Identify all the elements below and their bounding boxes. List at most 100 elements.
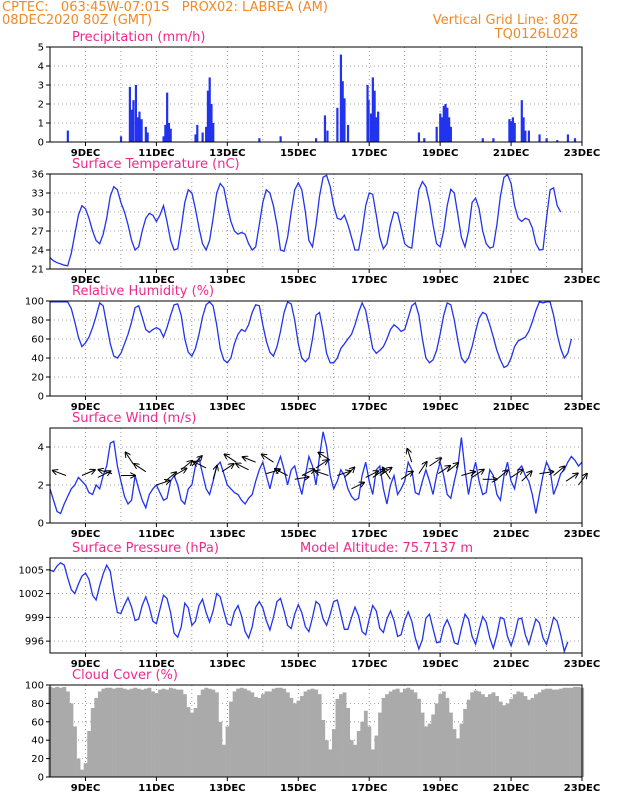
precip-bar <box>492 138 495 142</box>
cloud-cover-bar <box>296 700 301 777</box>
x-tick-label: 15DEC <box>280 148 316 159</box>
wind-panel: Surface Wind (m/s) 0 2 4 9DEC 11DEC 13DEC 15DE… <box>38 411 601 540</box>
cloud-cover-bar <box>115 687 120 777</box>
precip-bar <box>481 138 484 142</box>
y-tick-label: 0 <box>38 392 44 403</box>
wind-arrow <box>134 464 147 473</box>
x-tick-label: 15DEC <box>280 529 316 540</box>
series-line <box>49 173 562 267</box>
cloud-cover-bar <box>381 697 386 777</box>
cloud-cover-bar <box>112 688 116 777</box>
cloud-cover-bar <box>449 712 453 777</box>
cloud-cover-bar <box>576 686 581 777</box>
x-tick-label: 9DEC <box>71 402 100 413</box>
cloud-cover-bar <box>456 738 460 777</box>
cloud-cover-bar <box>179 689 184 777</box>
cloud-cover-bar <box>232 691 237 777</box>
x-tick-label: 15DEC <box>280 659 316 670</box>
x-tick-label: 23DEC <box>564 659 600 670</box>
cloud-cover-bar <box>445 697 450 777</box>
cloud-cover-bar <box>94 697 99 777</box>
cloud-cover-bar <box>388 691 393 777</box>
y-tick-label: 2 <box>38 481 44 492</box>
wind-arrow <box>337 471 350 476</box>
y-tick-label: 30 <box>31 208 44 219</box>
wind-arrow <box>212 466 217 480</box>
y-tick-label: 4 <box>38 443 44 454</box>
cloud-cover-bar <box>154 693 159 777</box>
temperature-title: Surface Temperature (nC) <box>72 157 240 172</box>
cloud-cover-bar <box>186 707 191 777</box>
wind-arrow <box>225 454 237 463</box>
precip-bar <box>164 124 167 142</box>
precip-bar <box>367 100 370 142</box>
precip-bar <box>524 130 527 142</box>
precip-bar <box>169 128 172 142</box>
x-tick-label: 11DEC <box>138 529 174 540</box>
x-tick-label: 11DEC <box>138 783 174 794</box>
cloud-cover-bar <box>55 686 60 777</box>
y-tick-label: 60 <box>31 335 44 346</box>
header-run-time: 08DEC2020 80Z (GMT) <box>2 13 153 28</box>
cloud-cover-bar <box>289 697 294 777</box>
precip-bar <box>522 117 525 142</box>
x-tick-label: 13DEC <box>209 783 245 794</box>
wind-arrow <box>553 467 565 476</box>
cloud-cover-bar <box>573 686 577 777</box>
cloud-cover-bar <box>136 688 141 777</box>
cloud-cover-bar <box>65 691 70 777</box>
cloud-cover-bar <box>310 688 315 777</box>
y-tick-label: 1002 <box>19 589 44 600</box>
precip-bar <box>341 81 344 142</box>
cloud-cover-bar <box>473 690 478 777</box>
x-tick-label: 23DEC <box>564 148 600 159</box>
cloud-cover-bar <box>374 735 379 777</box>
cloud-cover-bar <box>165 689 170 777</box>
wind-arrow <box>407 449 413 463</box>
cloud-cover-bar <box>275 687 280 777</box>
precip-bar <box>119 136 123 142</box>
cloud-cover-bar <box>161 688 166 777</box>
precip-bar <box>258 138 261 142</box>
cloud-cover-bar <box>331 729 336 777</box>
y-tick-label: 80 <box>31 699 44 710</box>
y-tick-label: 2 <box>38 100 44 111</box>
cloud-cover-bar <box>516 691 521 777</box>
cloud-cover-bar <box>147 687 152 777</box>
cloud-cover-bar <box>452 729 457 777</box>
x-tick-label: 19DEC <box>422 783 458 794</box>
wind-arrow <box>173 469 186 476</box>
x-tick-label: 11DEC <box>138 402 174 413</box>
cloud-cover-bar <box>204 687 209 777</box>
precip-bar <box>138 111 141 142</box>
precip-bar <box>210 104 213 142</box>
cloud-cover-bar <box>168 687 173 777</box>
cloud-cover-bar <box>200 689 205 777</box>
cloud-cover-bar <box>342 692 347 777</box>
precip-bar <box>449 126 452 142</box>
precip-bar <box>369 113 373 142</box>
cloud-cover-bar <box>97 691 102 777</box>
cloud-cover-bar <box>236 688 241 777</box>
header-grid-note: Vertical Grid Line: 80Z <box>432 13 578 28</box>
cloud-cover-bar <box>151 691 155 777</box>
precip-bar <box>206 90 210 142</box>
cloud-cover-bar <box>356 731 361 777</box>
x-tick-label: 19DEC <box>422 148 458 159</box>
wind-arrow <box>438 466 450 475</box>
series-line <box>49 561 569 654</box>
cloud-cover-bar <box>143 688 148 777</box>
precip-bar <box>134 85 138 142</box>
cloud-cover-bar <box>558 688 563 777</box>
precip-bar <box>538 134 541 142</box>
cloud-cover-bar <box>104 687 109 777</box>
x-tick-label: 13DEC <box>209 148 245 159</box>
precip-bar <box>442 105 445 142</box>
cloud-cover-bar <box>477 691 482 777</box>
cloud-cover-bar <box>211 689 216 777</box>
precip-bar <box>513 123 516 142</box>
y-tick-label: 4 <box>38 62 44 73</box>
cloud-cover-bar <box>257 697 262 777</box>
cloud-cover-bar <box>278 687 283 777</box>
precip-bar <box>373 90 376 142</box>
